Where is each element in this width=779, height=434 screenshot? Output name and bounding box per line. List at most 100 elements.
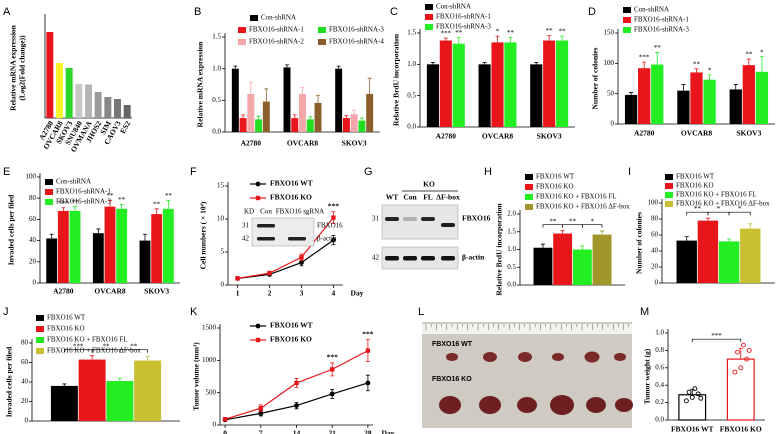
- y-tick-label: 15: [217, 182, 225, 190]
- bar: [740, 228, 761, 283]
- legend-swatch: [318, 39, 326, 45]
- bar: [697, 220, 719, 283]
- error-bar: [746, 58, 751, 66]
- error-bar: [727, 238, 732, 242]
- legend-label: Con-shRNA: [436, 3, 471, 11]
- y-tick-label: 150: [604, 29, 615, 37]
- y-tick-label: 20: [29, 257, 37, 265]
- bar: [46, 32, 54, 118]
- panel-letter: K: [190, 306, 198, 318]
- marker: [365, 348, 371, 353]
- blot-lane: KD: [244, 208, 254, 216]
- y-axis-label: Invaded cells per filed: [7, 194, 16, 265]
- y-tick-label: 0.5: [407, 91, 416, 99]
- bar: [426, 64, 439, 127]
- x-tick-label: 0: [223, 429, 227, 434]
- significance: **: [153, 200, 161, 208]
- data-point: [735, 349, 740, 355]
- legend-swatch: [623, 7, 631, 13]
- bar: [718, 241, 740, 283]
- blot-marker: 42: [372, 254, 380, 262]
- y-tick-label: 0: [33, 279, 37, 287]
- error-bar: [482, 62, 487, 65]
- legend-label: FBXO16 KO: [536, 183, 574, 191]
- marker: [235, 276, 240, 281]
- y-tick-label: 0: [611, 120, 615, 128]
- y-tick-label: 2.0: [507, 210, 516, 218]
- y-tick-label: 0.0: [655, 416, 664, 424]
- band: [403, 256, 417, 261]
- x-tick-label: SKOV3: [537, 132, 562, 141]
- bar: [123, 105, 131, 118]
- panel-letter: A: [3, 6, 11, 18]
- error-bar: [316, 94, 320, 103]
- y-tick-label: 1500: [202, 324, 217, 332]
- y-tick-label: 0.0: [407, 123, 416, 131]
- legend-label: Con-shRNA: [634, 6, 669, 14]
- data-point: [746, 347, 752, 353]
- tumor: [550, 395, 574, 415]
- y-tick-label: 0.5: [507, 263, 516, 271]
- y-tick-label: 20: [21, 397, 29, 405]
- bracket: [119, 349, 148, 353]
- y-tick-label: 40: [21, 378, 29, 386]
- significance: **: [72, 198, 80, 206]
- x-tick-label: FBXO16 WT: [671, 425, 714, 434]
- bar: [755, 71, 769, 124]
- error-bar: [344, 115, 349, 119]
- error-bar: [534, 62, 539, 65]
- y-tick-label: 0.0: [212, 128, 221, 136]
- legend-swatch: [425, 24, 433, 30]
- marker: [329, 391, 335, 397]
- legend-label: FBXO16 WT: [676, 173, 715, 181]
- y-tick-label: 1.0: [407, 60, 416, 68]
- significance: **: [130, 342, 138, 350]
- x-tick-label: 3: [300, 289, 304, 298]
- blot-lane: FL: [423, 193, 433, 202]
- legend-swatch: [238, 39, 246, 45]
- bar: [504, 42, 517, 127]
- bar: [729, 89, 742, 124]
- band: [441, 256, 455, 261]
- blot: [381, 246, 459, 270]
- band: [385, 256, 399, 261]
- error-bar: [256, 115, 261, 120]
- bar: [106, 381, 134, 421]
- bar: [291, 118, 299, 132]
- band: [441, 223, 455, 227]
- legend-label: FBXO16-shRNA-1: [249, 26, 304, 34]
- legend-label: FBXO16-shRNA-2: [249, 38, 304, 46]
- bar: [46, 238, 58, 283]
- significance: *: [708, 66, 712, 74]
- significance: **: [118, 196, 126, 204]
- tumor: [584, 351, 600, 363]
- data-point: [683, 398, 689, 404]
- data-point: [744, 356, 750, 362]
- y-tick-label: 80: [651, 215, 659, 223]
- band: [257, 224, 275, 228]
- error-bar: [642, 61, 647, 69]
- error-bar: [456, 36, 461, 44]
- error-bar: [733, 84, 738, 90]
- y-tick-label: 0.8: [655, 346, 664, 354]
- error-bar: [705, 217, 710, 221]
- y-axis-label: Number of colonies: [591, 47, 600, 109]
- error-bar: [655, 52, 660, 65]
- x-tick-label: OVCAR8: [287, 139, 318, 148]
- error-bar: [560, 35, 565, 41]
- legend-label: FBXO16 WT: [270, 179, 313, 188]
- bar: [350, 114, 358, 132]
- legend-swatch: [36, 348, 44, 354]
- bracket: [728, 211, 751, 216]
- marker: [294, 403, 299, 408]
- x-tick-label: ES2: [118, 119, 132, 135]
- legend-swatch: [250, 15, 258, 21]
- tumor: [586, 397, 606, 413]
- bar: [478, 64, 491, 127]
- x-tick-label: 2: [268, 289, 272, 298]
- legend-swatch: [425, 14, 433, 20]
- y-axis-label: Relative BrdU incorporation: [392, 33, 401, 126]
- y-tick-label: 100: [604, 59, 615, 67]
- legend-label: FBXO16-shRNA-3: [329, 26, 384, 34]
- bar: [314, 102, 322, 132]
